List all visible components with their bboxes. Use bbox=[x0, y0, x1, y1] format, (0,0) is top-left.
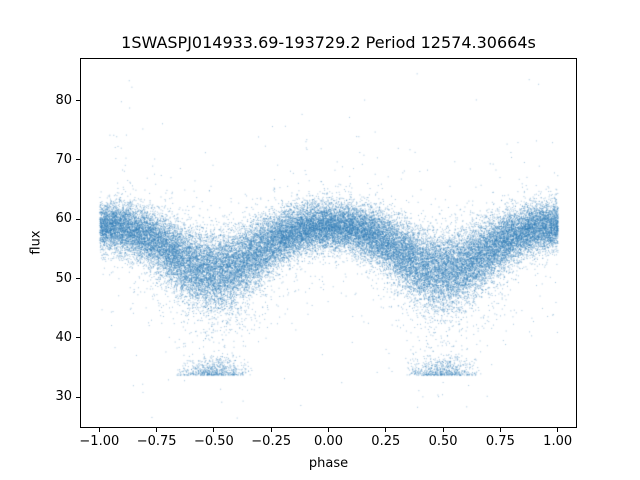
x-tick-mark bbox=[270, 428, 272, 432]
x-tick-label: −0.25 bbox=[251, 434, 292, 449]
y-tick-label: 60 bbox=[55, 211, 72, 227]
x-tick-mark bbox=[328, 428, 329, 432]
x-tick-mark bbox=[442, 428, 444, 432]
x-tick-mark bbox=[156, 428, 158, 432]
y-tick-label: 80 bbox=[55, 92, 72, 108]
y-axis-label: flux bbox=[28, 230, 44, 255]
y-tick-mark bbox=[76, 159, 80, 161]
x-tick-label: 1.00 bbox=[543, 434, 573, 449]
x-tick-mark bbox=[557, 428, 559, 432]
x-tick-label: 0.75 bbox=[485, 434, 515, 449]
y-tick-label: 30 bbox=[55, 389, 72, 405]
y-tick-mark bbox=[76, 100, 80, 102]
x-tick-label: −0.75 bbox=[136, 434, 177, 449]
x-tick-label: −0.50 bbox=[193, 434, 234, 449]
x-tick-label: 0.25 bbox=[371, 434, 401, 449]
y-tick-label: 70 bbox=[55, 151, 72, 167]
y-tick-mark bbox=[76, 396, 80, 398]
y-tick-mark bbox=[76, 278, 80, 280]
x-tick-mark bbox=[499, 428, 501, 432]
x-tick-label: −1.00 bbox=[79, 434, 120, 449]
plot-area bbox=[80, 58, 577, 428]
y-tick-label: 50 bbox=[55, 270, 72, 286]
x-tick-label: 0.00 bbox=[314, 434, 343, 449]
x-tick-mark bbox=[98, 428, 100, 432]
chart-title: 1SWASPJ014933.69-193729.2 Period 12574.3… bbox=[121, 33, 536, 52]
x-axis-label: phase bbox=[308, 456, 349, 471]
x-tick-label: 0.50 bbox=[428, 434, 458, 449]
scatter-points-canvas bbox=[81, 59, 576, 427]
y-tick-label: 40 bbox=[55, 329, 72, 345]
x-tick-mark bbox=[385, 428, 387, 432]
y-tick-mark bbox=[76, 218, 80, 220]
x-tick-mark bbox=[213, 428, 215, 432]
y-tick-mark bbox=[76, 337, 80, 339]
